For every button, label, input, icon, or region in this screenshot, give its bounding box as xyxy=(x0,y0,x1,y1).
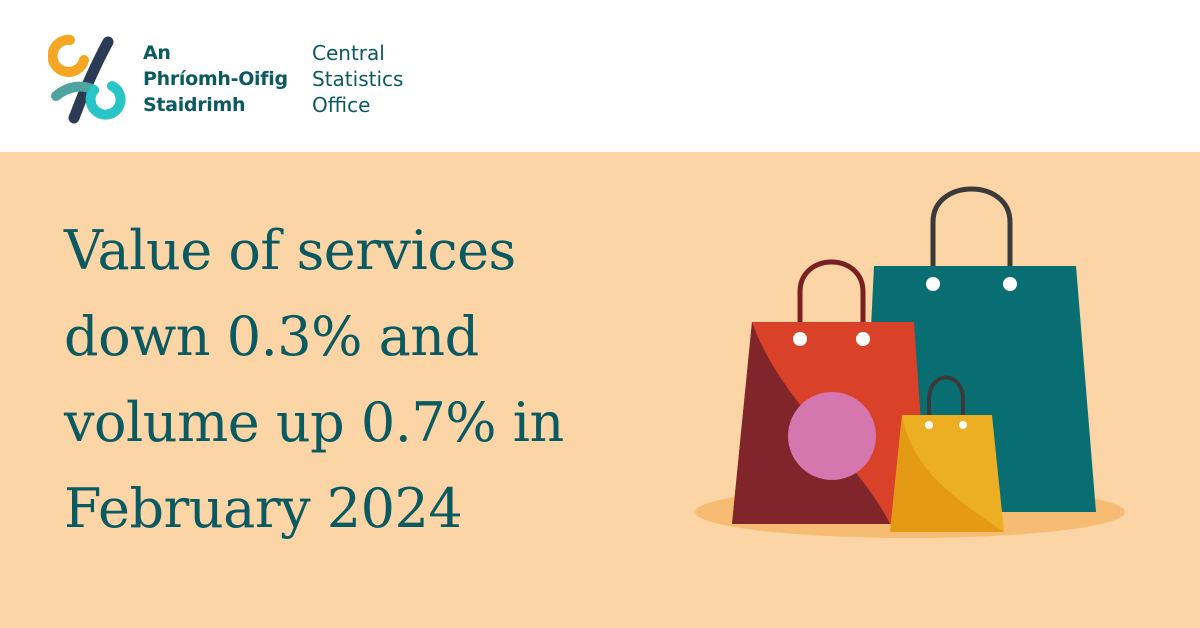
headline-line: volume up 0.7% in xyxy=(64,391,564,454)
yellow-bag xyxy=(890,375,1004,532)
org-name-english-line: Statistics xyxy=(312,67,404,91)
red-bag xyxy=(732,259,928,524)
org-name-english: Central Statistics Office xyxy=(312,40,403,118)
headline-line: February 2024 xyxy=(64,477,463,540)
pink-dot xyxy=(788,392,876,480)
shopping-bags-illustration-icon xyxy=(695,186,1125,538)
headline-line: Value of services xyxy=(64,219,516,282)
org-name-irish-line: Phríomh-Oifig xyxy=(143,68,288,90)
header: An Phríomh-Oifig Staidrimh Central Stati… xyxy=(0,0,1200,152)
cso-logo-icon xyxy=(48,34,126,124)
banner: Value of services down 0.3% and volume u… xyxy=(0,152,1200,628)
headline-line: down 0.3% and xyxy=(64,305,479,368)
org-name-irish: An Phríomh-Oifig Staidrimh xyxy=(143,40,288,118)
org-name-english-line: Central xyxy=(312,41,385,65)
org-name-irish-line: An xyxy=(143,42,171,64)
org-name-english-line: Office xyxy=(312,93,371,117)
org-name-irish-line: Staidrimh xyxy=(143,94,246,116)
headline: Value of services down 0.3% and volume u… xyxy=(64,208,704,552)
